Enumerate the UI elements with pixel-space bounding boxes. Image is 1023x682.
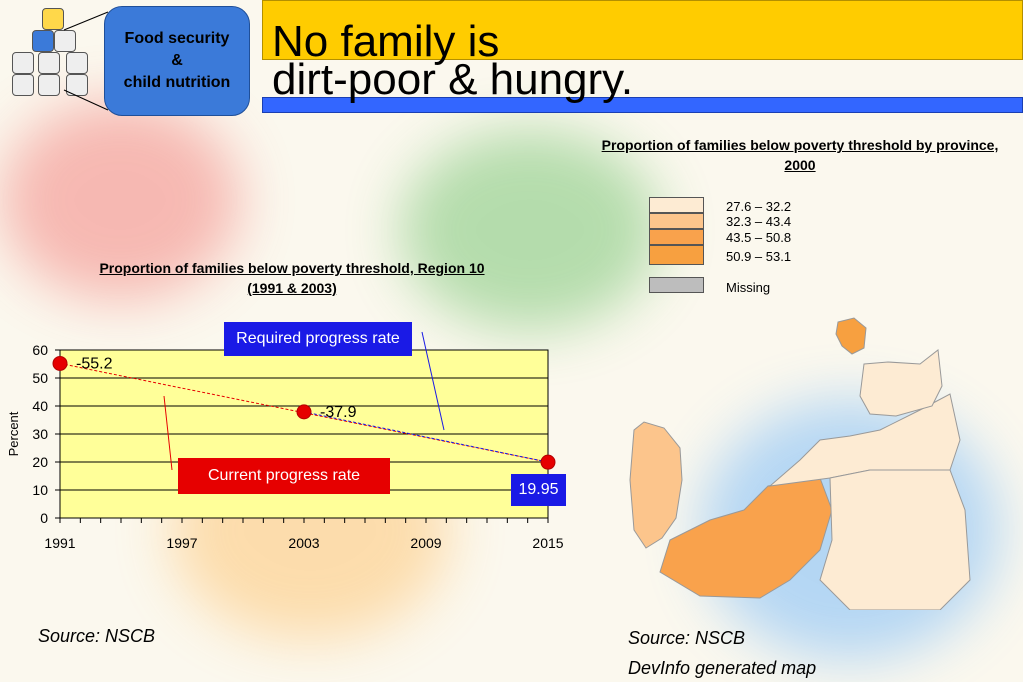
legend-swatch [649, 229, 704, 245]
badge-line2: & [171, 52, 183, 69]
chart-source: Source: NSCB [38, 626, 156, 646]
cube-icon [42, 8, 64, 30]
legend-swatch-missing [649, 277, 704, 293]
y-tick-label: 50 [32, 370, 48, 386]
badge-line3: child nutrition [123, 74, 231, 91]
slide-title-line2: dirt-poor & hungry. [272, 55, 634, 104]
legend-swatch [649, 197, 704, 213]
y-tick-label: 20 [32, 454, 48, 470]
topic-badge: Food security & child nutrition [104, 6, 250, 116]
map-note: DevInfo generated map [628, 658, 817, 678]
legend-label: 32.3 – 43.4 [726, 214, 792, 229]
x-tick-label: 2009 [410, 535, 441, 551]
cube-icon [12, 52, 34, 74]
required-rate-pointer [421, 331, 445, 431]
target-value-callout: 19.95 [511, 474, 566, 506]
legend-swatch [649, 245, 704, 265]
series-line [303, 411, 549, 463]
data-point [540, 454, 556, 470]
y-tick-label: 60 [32, 342, 48, 358]
legend-label: 43.5 – 50.8 [726, 230, 792, 245]
y-tick-label: 0 [40, 510, 48, 526]
legend-swatch [649, 213, 704, 229]
cube-icon [38, 74, 60, 96]
map-title: Proportion of families below poverty thr… [601, 137, 999, 173]
map-region-bukidnon [819, 469, 971, 610]
data-label: -55.2 [76, 355, 113, 372]
legend-label: 27.6 – 32.2 [726, 199, 792, 214]
x-tick-label: 1997 [166, 535, 197, 551]
map-region-iligan [859, 349, 943, 417]
chart-title: Proportion of families below poverty thr… [99, 260, 485, 296]
background-blob [0, 100, 240, 300]
required-rate-callout: Required progress rate [224, 322, 412, 356]
current-rate-callout: Current progress rate [178, 458, 390, 494]
title-band [262, 0, 1023, 60]
map-source: Source: NSCB [628, 628, 746, 648]
y-axis-label: Percent [6, 411, 21, 456]
poverty-chart: 0 10 20 30 40 50 60 1991 1997 2003 2009 2015 Percent… [6, 331, 564, 551]
cube-icon [54, 30, 76, 52]
map-region-misamis-occidental [629, 421, 683, 549]
series-line [59, 362, 549, 463]
y-tick-label: 30 [32, 426, 48, 442]
map-region-camiguin [835, 317, 867, 355]
legend-label: 50.9 – 53.1 [726, 249, 792, 264]
badge-connector [63, 11, 109, 111]
cube-icon [38, 52, 60, 74]
cube-icon [12, 74, 34, 96]
data-point [296, 404, 312, 420]
y-tick-label: 10 [32, 482, 48, 498]
background-blob [400, 130, 660, 330]
cube-icon [32, 30, 54, 52]
map-region-lanao-del-norte [659, 477, 833, 599]
x-tick-label: 1991 [44, 535, 75, 551]
data-point [52, 355, 68, 371]
cube-icon [66, 52, 88, 74]
legend-label: Missing [726, 280, 771, 295]
badge-line1: Food security [124, 30, 230, 47]
province-map [629, 317, 971, 610]
slide-title-line1: No family is [272, 17, 500, 66]
data-label: -37.9 [320, 404, 357, 421]
current-rate-pointer [163, 395, 173, 471]
x-tick-label: 2015 [532, 535, 563, 551]
y-tick-label: 40 [32, 398, 48, 414]
x-tick-label: 2003 [288, 535, 319, 551]
